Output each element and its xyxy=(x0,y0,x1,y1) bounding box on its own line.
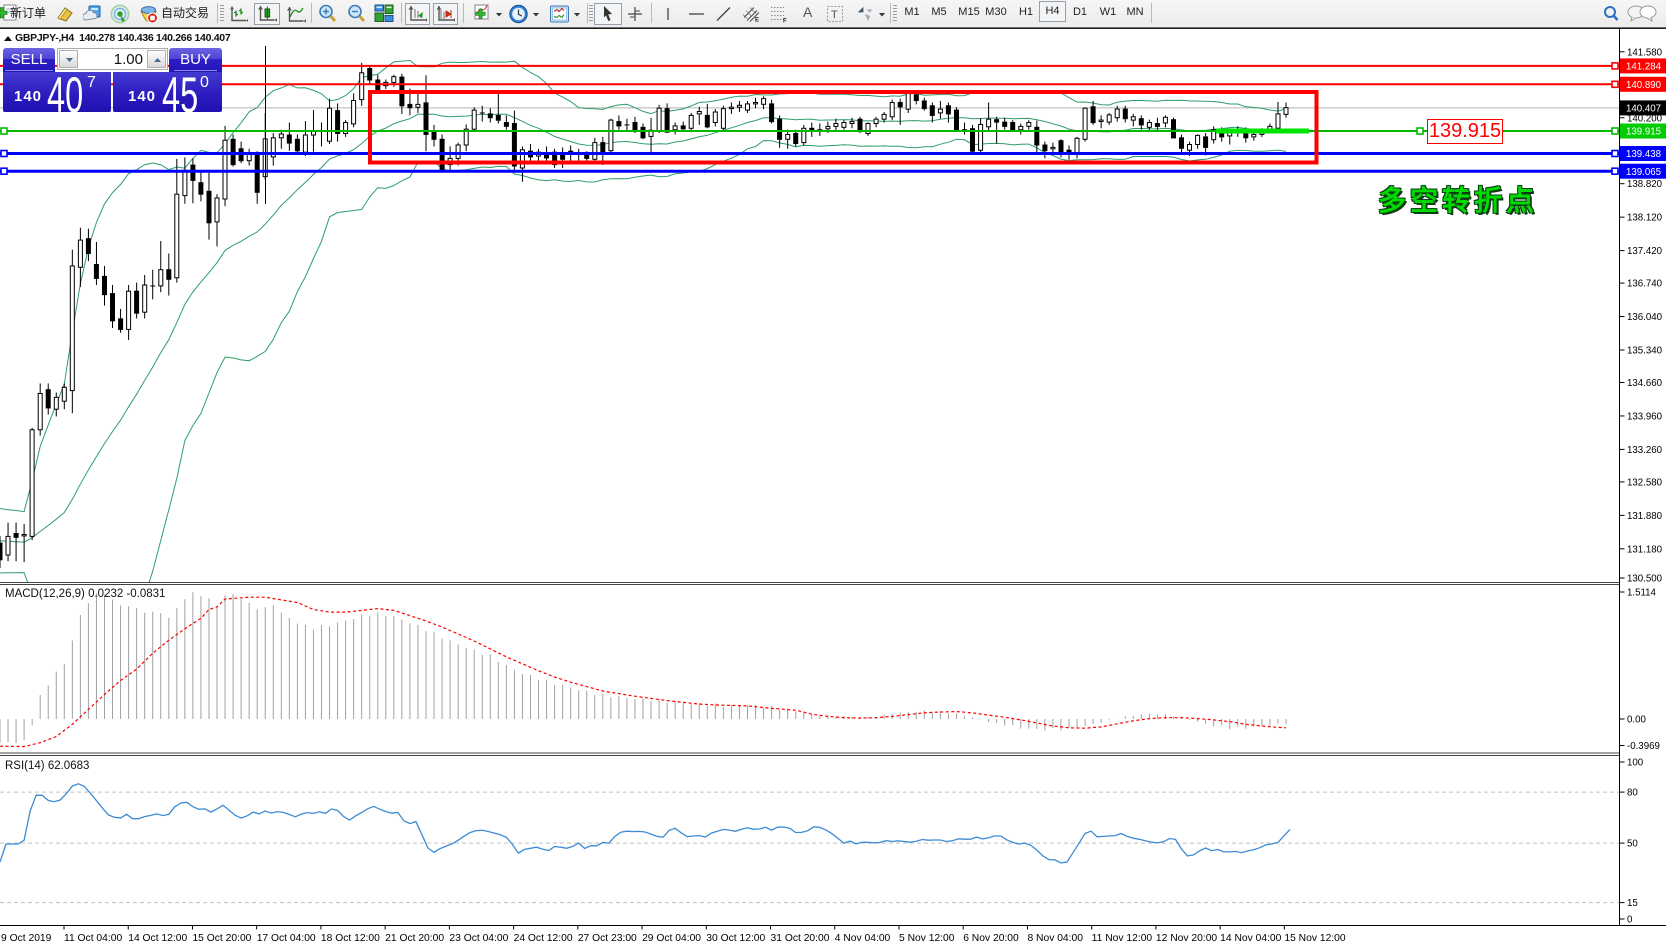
svg-text:15: 15 xyxy=(1627,898,1638,909)
svg-text:135.340: 135.340 xyxy=(1627,346,1663,357)
svg-text:136.040: 136.040 xyxy=(1627,312,1663,323)
svg-text:E: E xyxy=(755,18,759,24)
svg-text:14 Oct 12:00: 14 Oct 12:00 xyxy=(128,933,187,944)
svg-text:9 Oct 2019: 9 Oct 2019 xyxy=(1,933,52,944)
svg-text:80: 80 xyxy=(1627,788,1638,799)
svg-text:140.407: 140.407 xyxy=(1626,104,1661,115)
svg-text:27 Oct 23:00: 27 Oct 23:00 xyxy=(578,933,637,944)
svg-text:138.120: 138.120 xyxy=(1627,213,1663,224)
svg-text:1.5114: 1.5114 xyxy=(1627,588,1657,599)
svg-text:23 Oct 04:00: 23 Oct 04:00 xyxy=(449,933,508,944)
svg-text:11 Oct 04:00: 11 Oct 04:00 xyxy=(64,933,122,944)
svg-text:T: T xyxy=(831,9,838,21)
svg-text:139.915: 139.915 xyxy=(1626,127,1661,138)
svg-text:140.890: 140.890 xyxy=(1626,80,1662,91)
svg-text:MACD(12,26,9) 0.0232 -0.0831: MACD(12,26,9) 0.0232 -0.0831 xyxy=(5,588,165,600)
svg-text:133.260: 133.260 xyxy=(1627,445,1663,456)
svg-text:12 Nov 20:00: 12 Nov 20:00 xyxy=(1156,933,1218,944)
svg-text:131.180: 131.180 xyxy=(1627,544,1663,555)
svg-text:137.420: 137.420 xyxy=(1627,246,1663,257)
svg-text:138.820: 138.820 xyxy=(1627,179,1663,190)
svg-text:130.500: 130.500 xyxy=(1627,574,1663,585)
svg-text:133.960: 133.960 xyxy=(1627,411,1663,422)
svg-text:-0.3969: -0.3969 xyxy=(1627,741,1660,752)
svg-text:141.284: 141.284 xyxy=(1626,62,1662,73)
svg-text:14 Nov 04:00: 14 Nov 04:00 xyxy=(1220,933,1282,944)
svg-text:50: 50 xyxy=(1627,839,1638,850)
svg-text:134.660: 134.660 xyxy=(1627,378,1663,389)
svg-text:8 Nov 04:00: 8 Nov 04:00 xyxy=(1027,933,1083,944)
svg-text:139.438: 139.438 xyxy=(1626,149,1661,160)
svg-text:17 Oct 04:00: 17 Oct 04:00 xyxy=(257,933,316,944)
svg-text:0.00: 0.00 xyxy=(1627,715,1646,726)
svg-text:5 Nov 12:00: 5 Nov 12:00 xyxy=(899,933,955,944)
svg-text:140.200: 140.200 xyxy=(1627,113,1663,124)
svg-text:139.065: 139.065 xyxy=(1626,167,1661,178)
svg-text:11 Nov 12:00: 11 Nov 12:00 xyxy=(1092,933,1153,944)
svg-text:24 Oct 12:00: 24 Oct 12:00 xyxy=(514,933,573,944)
svg-text:18 Oct 12:00: 18 Oct 12:00 xyxy=(321,933,380,944)
svg-text:132.580: 132.580 xyxy=(1627,477,1663,488)
svg-text:F: F xyxy=(783,19,787,25)
svg-text:RSI(14) 62.0683: RSI(14) 62.0683 xyxy=(5,760,89,772)
svg-text:30 Oct 12:00: 30 Oct 12:00 xyxy=(706,933,765,944)
svg-text:100: 100 xyxy=(1627,758,1644,769)
svg-text:29 Oct 04:00: 29 Oct 04:00 xyxy=(642,933,701,944)
svg-text:15 Oct 20:00: 15 Oct 20:00 xyxy=(192,933,251,944)
svg-text:131.880: 131.880 xyxy=(1627,511,1663,522)
svg-text:6 Nov 20:00: 6 Nov 20:00 xyxy=(963,933,1019,944)
svg-text:136.740: 136.740 xyxy=(1627,279,1663,290)
svg-text:141.580: 141.580 xyxy=(1627,47,1663,58)
svg-text:15 Nov 12:00: 15 Nov 12:00 xyxy=(1284,933,1346,944)
svg-text:0: 0 xyxy=(1627,915,1633,926)
svg-text:4 Nov 04:00: 4 Nov 04:00 xyxy=(835,933,891,944)
svg-text:31 Oct 20:00: 31 Oct 20:00 xyxy=(771,933,830,944)
svg-text:21 Oct 20:00: 21 Oct 20:00 xyxy=(385,933,444,944)
